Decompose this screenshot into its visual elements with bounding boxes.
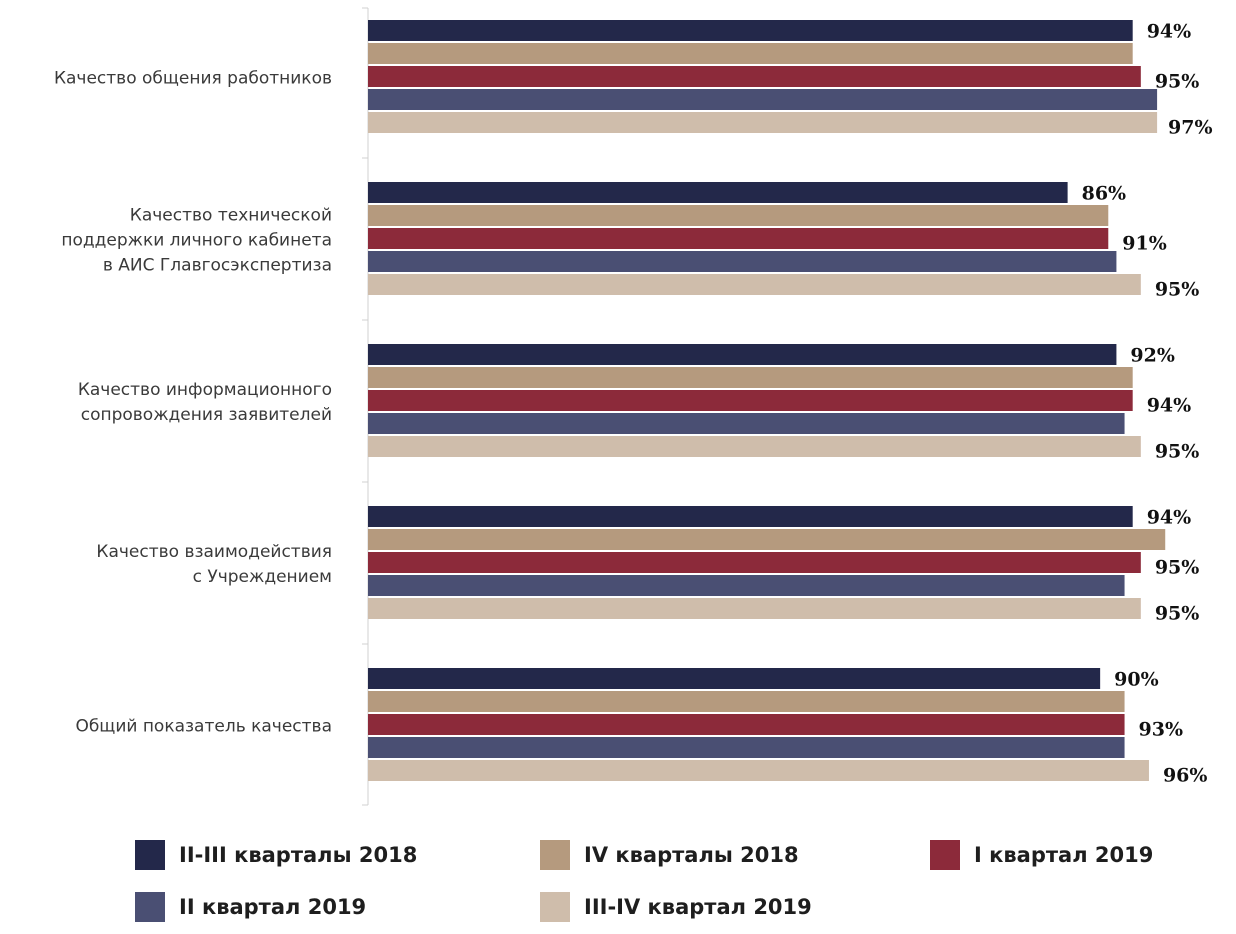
legend-item-series-1: II-III кварталы 2018 <box>135 838 417 872</box>
bar-4-series-2 <box>368 529 1166 550</box>
legend-swatch-series-1 <box>135 840 165 870</box>
legend-swatch-series-2 <box>540 840 570 870</box>
bar-series-group <box>368 20 1166 781</box>
bar-2-series-3 <box>368 228 1109 249</box>
bar-1-series-5 <box>368 112 1158 133</box>
bar-2-series-1 <box>368 182 1068 203</box>
data-label-4-3: 95% <box>1155 603 1200 625</box>
data-label-4-2: 95% <box>1155 557 1200 579</box>
legend-label-series-2: IV кварталы 2018 <box>584 843 799 867</box>
data-label-3-1: 92% <box>1130 345 1175 367</box>
data-label-1-1: 94% <box>1147 21 1192 43</box>
bar-4-series-3 <box>368 552 1141 573</box>
bar-5-series-1 <box>368 668 1101 689</box>
bar-1-series-3 <box>368 66 1141 87</box>
bar-2-series-5 <box>368 274 1141 295</box>
category-label-3: Качество информационного сопровождения за… <box>78 380 332 425</box>
category-label-1: Качество общения работников <box>54 69 332 89</box>
bar-3-series-4 <box>368 413 1125 434</box>
category-label-2: Качество технической поддержки личного ка… <box>61 206 332 276</box>
legend-label-series-3: I квартал 2019 <box>974 843 1154 867</box>
bar-4-series-5 <box>368 598 1141 619</box>
legend-item-series-2: IV кварталы 2018 <box>540 838 799 872</box>
bar-5-series-2 <box>368 691 1125 712</box>
legend-swatch-series-4 <box>135 892 165 922</box>
bar-5-series-5 <box>368 760 1149 781</box>
data-label-5-3: 96% <box>1163 765 1208 787</box>
data-label-4-1: 94% <box>1147 507 1192 529</box>
bar-2-series-2 <box>368 205 1109 226</box>
data-labels-group: 94% 95% 97% 86% 91% 95% 92% 94% 95% 94% 95% 95% 90% 9… <box>1082 21 1213 787</box>
category-label-5: Общий показатель качества <box>75 717 332 737</box>
bar-chart: 94% 95% 97% 86% 91% 95% 92% 94% 95% 94% 95% 95% 90% 9… <box>54 7 1213 806</box>
legend-item-series-5: III-IV квартал 2019 <box>540 890 812 924</box>
legend-label-series-5: III-IV квартал 2019 <box>584 895 812 919</box>
bar-5-series-3 <box>368 714 1125 735</box>
data-label-5-2: 93% <box>1139 719 1184 741</box>
bar-3-series-5 <box>368 436 1141 457</box>
legend-item-series-3: I квартал 2019 <box>930 838 1153 872</box>
bar-3-series-1 <box>368 344 1117 365</box>
bar-4-series-1 <box>368 506 1133 527</box>
data-label-3-2: 94% <box>1147 395 1192 417</box>
bar-5-series-4 <box>368 737 1125 758</box>
data-label-3-3: 95% <box>1155 441 1200 463</box>
bar-3-series-3 <box>368 390 1133 411</box>
data-label-2-1: 86% <box>1082 183 1127 205</box>
data-label-2-2: 91% <box>1122 233 1167 255</box>
legend-swatch-series-3 <box>930 840 960 870</box>
legend-label-series-4: II квартал 2019 <box>179 895 367 919</box>
bar-1-series-4 <box>368 89 1158 110</box>
legend: II-III кварталы 2018 IV кварталы 2018 I … <box>135 838 1225 928</box>
axis-ticks <box>362 7 368 806</box>
data-label-1-2: 95% <box>1155 71 1200 93</box>
bar-2-series-4 <box>368 251 1117 272</box>
data-label-5-1: 90% <box>1114 669 1159 691</box>
category-labels-group: Качество общения работников Качество техн… <box>54 69 332 737</box>
legend-swatch-series-5 <box>540 892 570 922</box>
bar-1-series-1 <box>368 20 1133 41</box>
legend-label-series-1: II-III кварталы 2018 <box>179 843 418 867</box>
category-label-4: Качество взаимодействия с Учреждением <box>96 542 332 587</box>
bar-1-series-2 <box>368 43 1133 64</box>
bar-3-series-2 <box>368 367 1133 388</box>
data-label-1-3: 97% <box>1168 117 1213 139</box>
legend-item-series-4: II квартал 2019 <box>135 890 366 924</box>
bar-4-series-4 <box>368 575 1125 596</box>
data-label-2-3: 95% <box>1155 279 1200 301</box>
